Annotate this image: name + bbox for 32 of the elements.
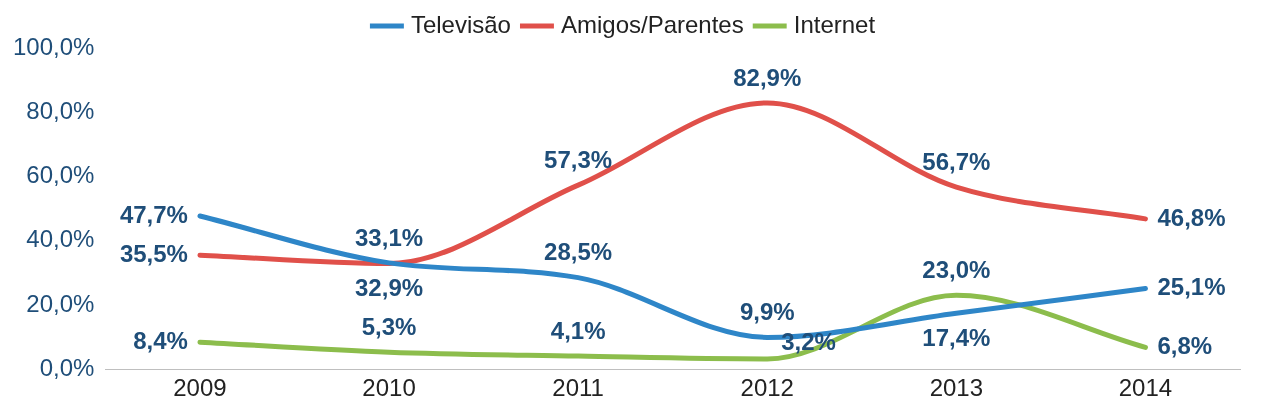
y-tick-label: 60,0% [26,161,95,189]
data-label: 46,8% [1157,203,1226,231]
data-label: 82,9% [733,63,802,91]
data-label: 47,7% [119,200,188,228]
x-tick-label: 2011 [552,374,604,402]
x-tick-label: 2014 [1118,374,1173,402]
data-label: 9,9% [739,298,795,326]
y-tick-label: 40,0% [26,225,95,253]
data-label: 5,3% [361,312,417,340]
data-label: 56,7% [922,147,991,175]
data-label: 8,4% [133,326,188,354]
y-tick-label: 0,0% [39,353,95,381]
y-tick-label: 80,0% [26,96,95,124]
y-tick-label: 20,0% [26,289,95,317]
data-label: 32,9% [355,274,424,302]
data-label: 23,0% [922,255,991,283]
data-label: 17,4% [922,323,991,351]
legend-label: Televisão [410,10,511,38]
legend-label: Amigos/Parentes [560,10,744,38]
y-tick-label: 100,0% [12,32,95,60]
data-label: 33,1% [355,223,424,251]
data-label: 35,5% [119,239,188,267]
data-label: 4,1% [550,316,606,344]
legend-label: Internet [793,10,876,38]
x-tick-label: 2013 [929,374,984,402]
x-tick-label: 2010 [362,374,416,402]
x-tick-label: 2012 [740,374,794,402]
data-label: 6,8% [1157,331,1213,359]
data-label: 57,3% [544,145,613,173]
data-label: 25,1% [1157,273,1226,301]
data-label: 28,5% [544,238,613,266]
x-tick-label: 2009 [173,374,227,402]
